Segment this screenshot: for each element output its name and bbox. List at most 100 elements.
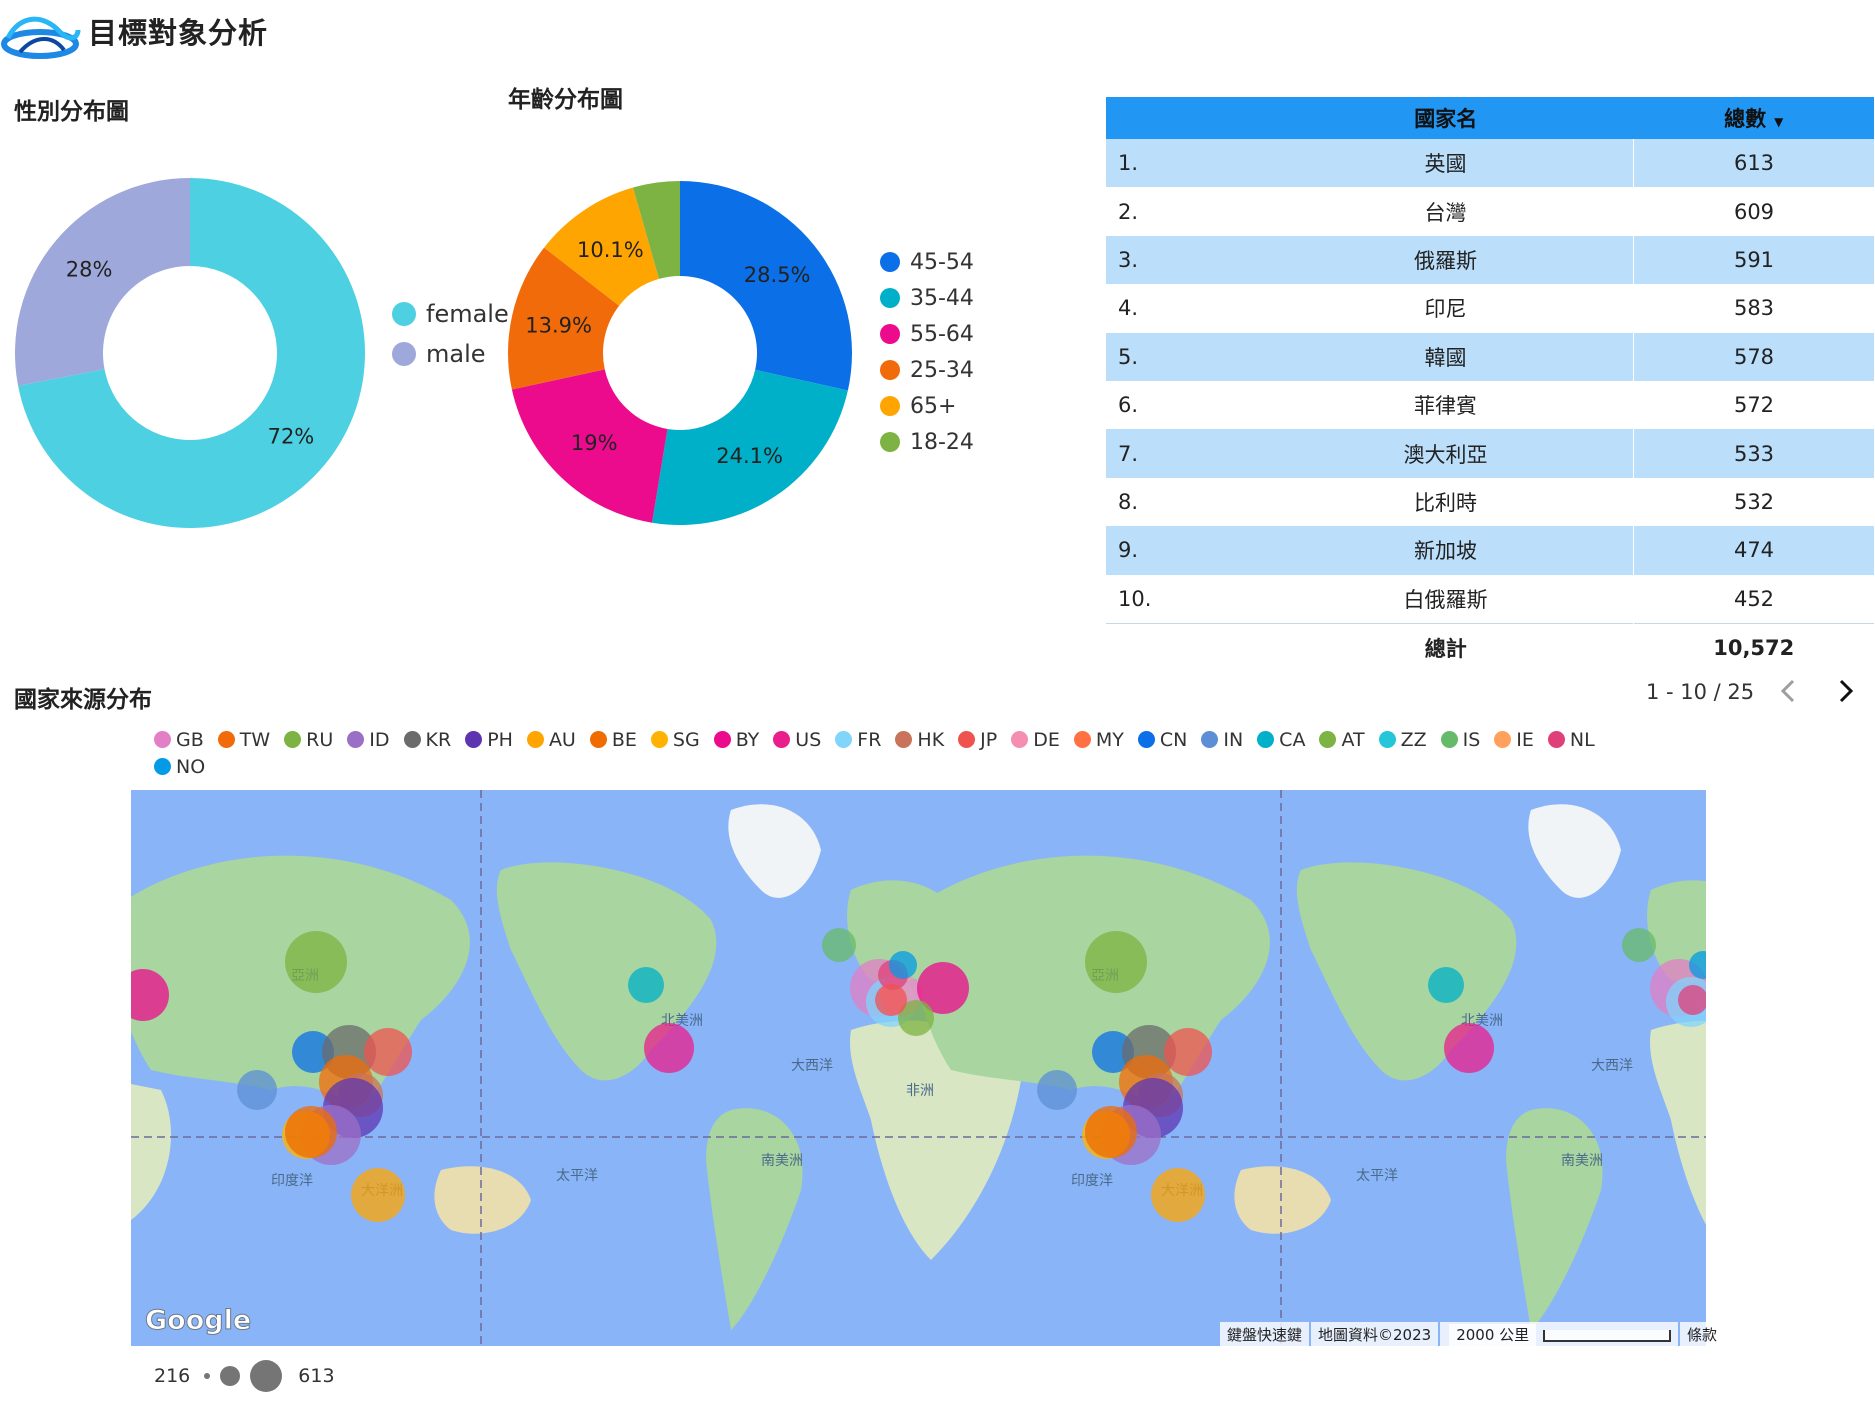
map-bubble-IS[interactable] [822, 928, 856, 962]
legend-swatch [589, 731, 607, 748]
age-slice-65+[interactable] [544, 187, 659, 306]
map-bubble-BY[interactable] [131, 969, 169, 1021]
count-header[interactable]: 總數 ▼ [1633, 97, 1874, 139]
table-row[interactable]: 6. 菲律賓 572 [1106, 380, 1874, 430]
map-legend-item[interactable]: GB [154, 726, 204, 753]
age-legend-item[interactable]: 45-54 [880, 244, 974, 280]
age-legend-item[interactable]: 55-64 [880, 316, 974, 352]
map-legend-item[interactable]: DE [1011, 726, 1060, 753]
map-bubble-AU[interactable] [1151, 1168, 1205, 1222]
table-row[interactable]: 9. 新加坡 474 [1106, 526, 1874, 575]
chevron-right-icon[interactable] [1834, 676, 1858, 706]
map-legend-item[interactable]: US [773, 726, 821, 753]
map-bubble-NO[interactable] [889, 951, 917, 979]
map-legend-item[interactable]: CN [1137, 726, 1187, 753]
table-row[interactable]: 1. 英國 613 [1106, 139, 1874, 188]
table-row[interactable]: 2. 台灣 609 [1106, 187, 1874, 236]
map-legend-item[interactable]: TW [217, 726, 270, 753]
legend-label: 45-54 [910, 249, 974, 275]
count-cell: 609 [1633, 187, 1874, 236]
map-legend-item[interactable]: AU [526, 726, 576, 753]
map-legend-item[interactable]: NL [1547, 726, 1595, 753]
gender-slice-male[interactable] [14, 178, 190, 386]
legend-swatch [880, 288, 900, 308]
map-legend-item[interactable]: IE [1494, 726, 1534, 753]
legend-label: male [426, 340, 486, 368]
map-bubble-JP[interactable] [1164, 1028, 1212, 1076]
gender-legend-item-female[interactable]: female [392, 294, 509, 334]
map-bubble-US[interactable] [644, 1023, 694, 1073]
map-legend-item[interactable]: RU [284, 726, 333, 753]
map-legend-item[interactable]: NO [154, 753, 205, 780]
map-legend-item[interactable]: ZZ [1378, 726, 1427, 753]
map-bubble-AT[interactable] [898, 1000, 934, 1036]
map-legend-item[interactable]: IS [1440, 726, 1480, 753]
legend-swatch [1257, 731, 1275, 748]
table-pagination-label: 1 - 10 / 25 [1646, 680, 1755, 704]
map-bubble-CA[interactable] [628, 967, 664, 1003]
map-bubble-BE[interactable] [1085, 1106, 1137, 1158]
south-america-landmass [706, 1108, 803, 1330]
map-legend-item[interactable]: SG [650, 726, 700, 753]
table-row[interactable]: 4. 印尼 583 [1106, 284, 1874, 333]
table-row[interactable]: 5. 韓國 578 [1106, 332, 1874, 381]
age-donut-chart[interactable]: 28.5% 24.1% 19% 13.9% 10.1% [490, 160, 870, 530]
map-legend-item[interactable]: KR [403, 726, 451, 753]
map-legend-item[interactable]: PH [465, 726, 513, 753]
gender-legend-item-male[interactable]: male [392, 334, 509, 374]
age-slice-55-64[interactable] [511, 369, 668, 523]
legend-swatch [284, 731, 302, 748]
map-bubble-BE[interactable] [285, 1106, 337, 1158]
map-bubble-JP[interactable] [875, 984, 907, 1016]
rank-cell: 9. [1106, 526, 1258, 575]
map-bubble-BY[interactable] [917, 962, 969, 1014]
map-bubble-IN[interactable] [237, 1070, 277, 1110]
gender-donut-chart[interactable]: 72% 28% [0, 160, 380, 530]
legend-swatch [773, 731, 791, 748]
age-slice-35-44[interactable] [652, 369, 848, 525]
map-legend-item[interactable]: MY [1073, 726, 1124, 753]
age-legend-item[interactable]: 18-24 [880, 424, 974, 460]
legend-label: 55-64 [910, 321, 974, 347]
age-slice-45-54[interactable] [680, 181, 852, 391]
map-bubble-JP[interactable] [364, 1028, 412, 1076]
keyboard-shortcuts-link[interactable]: 鍵盤快速鍵 [1220, 1322, 1310, 1346]
table-row[interactable]: 10. 白俄羅斯 452 [1106, 574, 1874, 624]
map-legend-item[interactable]: JP [958, 726, 997, 753]
map-bubble-IN[interactable] [1037, 1070, 1077, 1110]
table-row[interactable]: 7. 澳大利亞 533 [1106, 429, 1874, 478]
map-legend-item[interactable]: BE [589, 726, 637, 753]
age-slice-18-24[interactable] [633, 181, 680, 279]
map-bubble-IS[interactable] [1622, 928, 1656, 962]
map-bubble-CN[interactable] [1092, 1031, 1134, 1073]
table-row[interactable]: 3. 俄羅斯 591 [1106, 235, 1874, 285]
map-bubble-CA[interactable] [1428, 967, 1464, 1003]
map-bubble-RU[interactable] [285, 931, 347, 993]
map-bubble-NL[interactable] [1678, 985, 1706, 1015]
map-legend-item[interactable]: ID [347, 726, 390, 753]
age-slice-25-34[interactable] [508, 247, 620, 390]
map-bubble-NO[interactable] [1689, 951, 1706, 979]
sort-desc-icon[interactable]: ▼ [1774, 115, 1784, 129]
age-legend-item[interactable]: 35-44 [880, 280, 974, 316]
table-row[interactable]: 8. 比利時 532 [1106, 477, 1874, 527]
map-bubble-AU[interactable] [351, 1168, 405, 1222]
chevron-left-icon[interactable] [1776, 676, 1800, 706]
country-name-cell: 比利時 [1258, 477, 1634, 527]
map-legend-item[interactable]: HK [895, 726, 944, 753]
age-legend-item[interactable]: 25-34 [880, 352, 974, 388]
country-name-header[interactable]: 國家名 [1258, 97, 1634, 139]
map-bubble-RU[interactable] [1085, 931, 1147, 993]
map-bubble-CN[interactable] [292, 1031, 334, 1073]
legend-swatch [154, 731, 171, 748]
terms-link[interactable]: 條款 [1679, 1322, 1724, 1346]
map-legend-item[interactable]: CA [1257, 726, 1305, 753]
map-legend-item[interactable]: FR [835, 726, 881, 753]
gender-slice-female[interactable] [18, 178, 365, 528]
map-legend-item[interactable]: IN [1201, 726, 1243, 753]
map-legend-item[interactable]: AT [1319, 726, 1365, 753]
world-bubble-map[interactable]: 亞洲北美洲大西洋非洲南美洲太平洋印度洋大洋洲亞洲北美洲大西洋南美洲太平洋印度洋大… [131, 790, 1706, 1346]
map-bubble-US[interactable] [1444, 1023, 1494, 1073]
age-legend-item[interactable]: 65+ [880, 388, 974, 424]
map-legend-item[interactable]: BY [713, 726, 759, 753]
